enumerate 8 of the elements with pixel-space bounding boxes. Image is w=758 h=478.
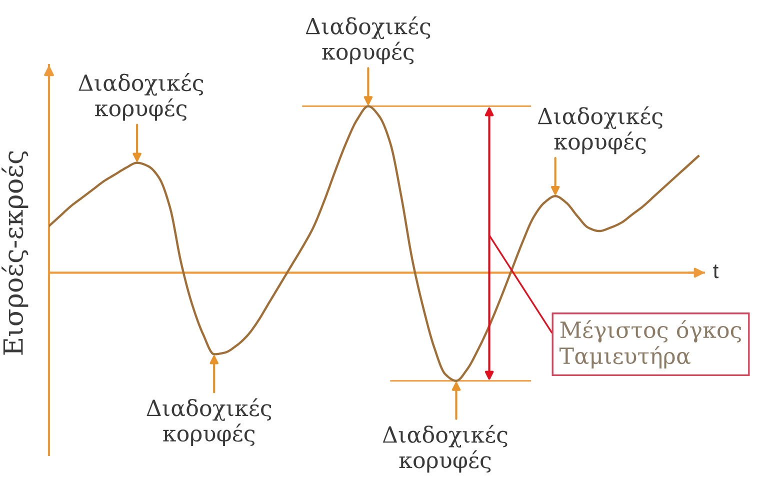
annotation: Διαδοχικές κορυφές <box>306 16 430 64</box>
annotation: Διαδοχικές κορυφές <box>78 73 204 121</box>
annotation: Διαδοχικές κορυφές <box>538 106 662 154</box>
annotation: Μέγιστος όγκος Ταμιευτήρα <box>559 320 741 368</box>
annotation: Διαδοχικές κορυφές <box>146 398 272 446</box>
annotation: Διαδοχικές κορυφές <box>382 424 508 473</box>
y-axis-title: Εισροές-εκροές <box>2 151 28 355</box>
x-axis-title: t <box>713 264 719 278</box>
